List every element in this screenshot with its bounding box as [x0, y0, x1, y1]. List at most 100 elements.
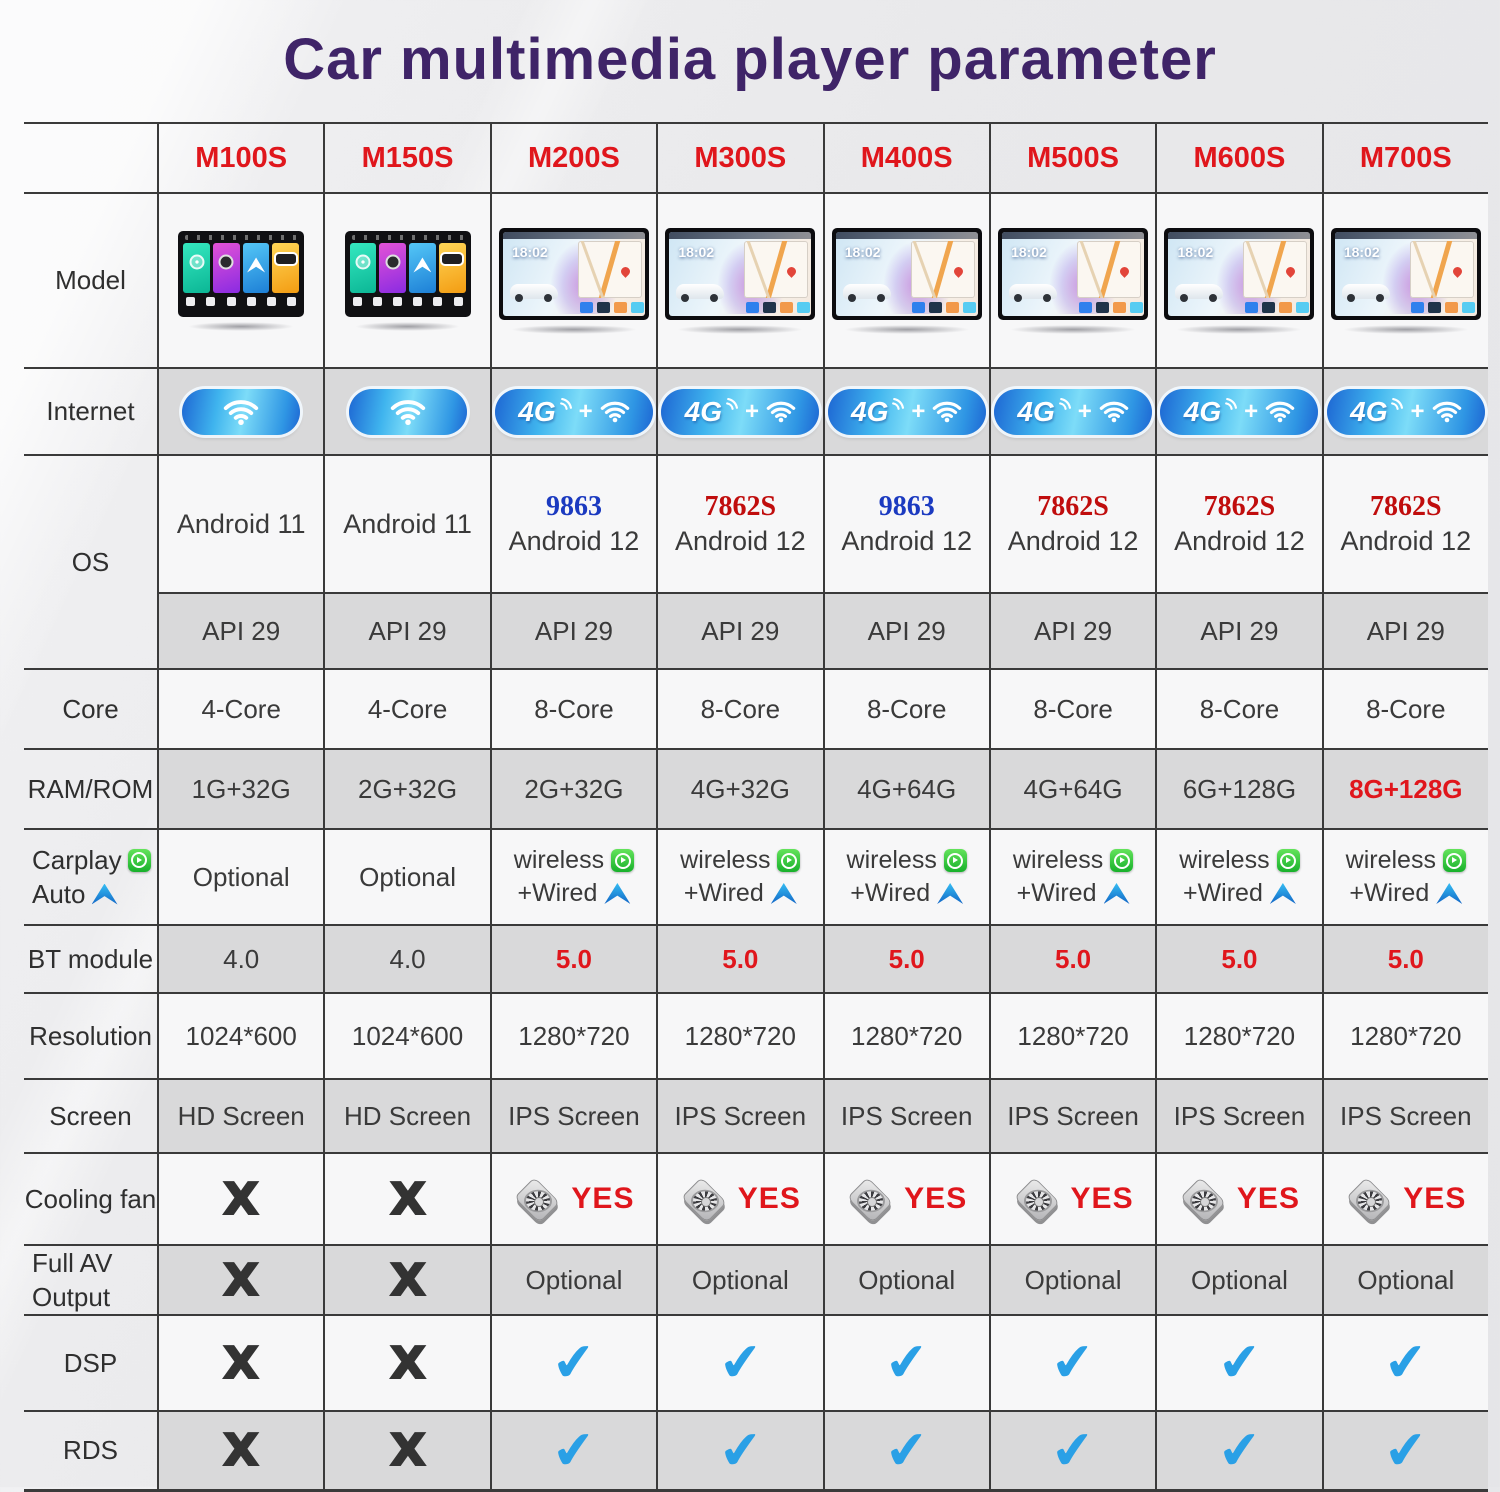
cooling-fan-icon [680, 1178, 728, 1220]
x-mark: X [222, 1424, 260, 1477]
yes-text: YES [1236, 1182, 1300, 1215]
wifi-icon [766, 401, 796, 423]
4g-icon: 4G [518, 395, 556, 427]
cell-av-m300s: Optional [656, 1244, 823, 1314]
row-label-resolution: Resolution [24, 992, 157, 1078]
cell-bt-m100s: 4.0 [157, 924, 324, 992]
plus-sign: + [744, 397, 759, 425]
4g-icon: 4G [851, 395, 889, 427]
cell-model-m100s [157, 192, 324, 367]
cell-cooling-m100s: X [157, 1152, 324, 1244]
cell-av-m400s: Optional [822, 1244, 989, 1314]
cell-internet-m300s: 4G + [656, 367, 823, 454]
row-label-line: Full AV [32, 1248, 112, 1279]
signal-arcs-icon [559, 398, 572, 410]
device-clock-text: 18:02 [844, 243, 881, 260]
x-mark: X [222, 1173, 260, 1226]
row-label-internet: Internet [24, 367, 157, 454]
row-label-ram: RAM/ROM [24, 748, 157, 828]
row-label-rds: RDS [24, 1410, 157, 1489]
carplay-icon [127, 848, 151, 872]
cell-core-m500s: 8-Core [988, 668, 1156, 748]
car-graphic [842, 283, 891, 302]
cell-carplay-m200s: wireless +Wired [489, 828, 657, 924]
car-stereo-map-ui-image: 18:02 [665, 227, 816, 334]
cell-internet-m100s [157, 367, 324, 454]
row-label-text: Core [62, 693, 119, 724]
statusbar [669, 231, 812, 239]
check-icon: ✔ [882, 1331, 932, 1395]
cell-cooling-m300s: YES [656, 1152, 823, 1244]
android-auto-icon [937, 883, 964, 904]
cell-screen-m300s: IPS Screen [656, 1078, 823, 1152]
cell-os-m500s: 7862S Android 12 [988, 454, 1156, 592]
wireless-carplay-line: wireless [1179, 846, 1300, 875]
wifi-pill [348, 388, 467, 435]
statusbar [1168, 231, 1311, 239]
wireless-label: wireless [1179, 846, 1270, 874]
car-stereo-map-ui-image: 18:02 [831, 227, 982, 334]
cooling-fan-icon [1013, 1178, 1061, 1220]
cell-av-m200s: Optional [489, 1244, 657, 1314]
music-tile [349, 242, 377, 293]
os-version: Android 12 [508, 526, 640, 556]
cell-api-m400s: API 29 [822, 592, 989, 668]
cell-model-m600s: 18:02 [1155, 192, 1322, 367]
row-label-text: Cooling fan [24, 1183, 157, 1214]
cell-core-m150s: 4-Core [323, 668, 490, 748]
map-graphic [744, 240, 809, 298]
wifi-icon [1099, 401, 1129, 423]
app-dock [1411, 301, 1476, 313]
row-label-text: Resolution [29, 1020, 152, 1051]
value-text: 5.0 [1054, 943, 1092, 974]
value-text: 4G+64G [1023, 773, 1123, 804]
value-text: HD Screen [343, 1100, 472, 1131]
cell-os-m150s: Android 11 [323, 454, 490, 592]
cell-ram-m200s: 2G+32G [489, 748, 657, 828]
car-stereo-homescreen-image [178, 230, 305, 331]
row-label-bt: BT module [24, 924, 157, 992]
value-text: 1280*720 [518, 1020, 630, 1051]
cell-carplay-m150s: Optional [323, 828, 490, 924]
column-header-m400s: M400S [822, 124, 989, 192]
wired-auto-line: +Wired [850, 879, 964, 908]
cell-model-m700s: 18:02 [1321, 192, 1488, 367]
value-text: API 29 [1200, 615, 1279, 646]
os-version: Android 12 [841, 526, 972, 556]
device-shadow [510, 324, 637, 334]
cell-model-m400s: 18:02 [822, 192, 989, 367]
cell-internet-m600s: 4G + [1155, 367, 1322, 454]
chipset-name: 9863 [545, 491, 602, 522]
car-graphic [1175, 283, 1224, 302]
value-text: 5.0 [722, 943, 759, 974]
cell-ram-m100s: 1G+32G [157, 748, 324, 828]
cell-ram-m150s: 2G+32G [323, 748, 490, 828]
wired-label: +Wired [683, 879, 764, 907]
value-text: API 29 [368, 615, 447, 646]
car-graphic [1009, 283, 1058, 302]
column-header-m700s: M700S [1321, 124, 1488, 192]
value-text: 1280*720 [851, 1020, 963, 1051]
cell-carplay-m500s: wireless +Wired [988, 828, 1156, 924]
value-text: 4.0 [389, 943, 426, 974]
cell-dsp-m100s: X [157, 1314, 324, 1410]
cell-rds-m600s: ✔ [1155, 1410, 1322, 1489]
device-shadow [843, 324, 970, 334]
cell-bt-m200s: 5.0 [489, 924, 657, 992]
value-text: 5.0 [1221, 943, 1258, 974]
check-icon: ✔ [715, 1418, 765, 1483]
wireless-carplay-line: wireless [1013, 846, 1134, 875]
4g-wifi-pill: 4G + [494, 388, 653, 435]
row-label-line: Carplay [32, 845, 151, 876]
statusbar [185, 234, 298, 240]
device-clock-text: 18:02 [1177, 243, 1214, 260]
cell-rds-m300s: ✔ [656, 1410, 823, 1489]
4g-icon: 4G [684, 395, 722, 427]
cell-dsp-m700s: ✔ [1321, 1314, 1488, 1410]
value-text: 1280*720 [1350, 1020, 1462, 1051]
row-label-text: BT module [27, 943, 154, 974]
4g-wifi-pill: 4G + [994, 388, 1153, 435]
value-text: 8-Core [1366, 693, 1446, 724]
value-text: Optional [691, 1264, 789, 1295]
cooling-fan-icon [1345, 1178, 1393, 1220]
